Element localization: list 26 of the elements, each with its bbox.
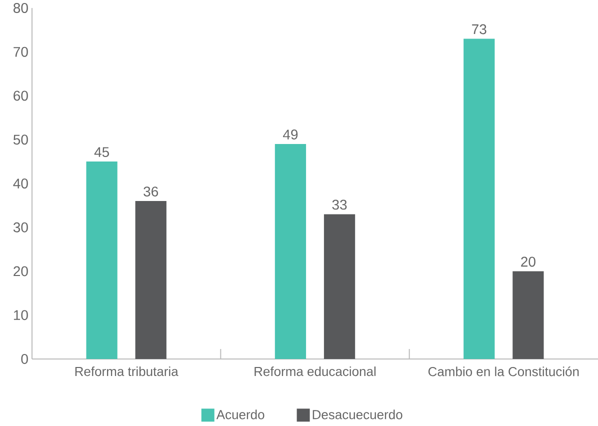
- data-label: 33: [332, 200, 347, 210]
- data-label: 20: [521, 256, 536, 267]
- y-tick-label: 20: [14, 266, 28, 276]
- data-label: 36: [144, 186, 158, 197]
- y-tick-label: 70: [14, 46, 28, 57]
- bar: [86, 162, 118, 359]
- data-label: 73: [472, 24, 486, 34]
- y-tick-label: 50: [13, 134, 28, 145]
- data-label: 49: [283, 130, 298, 140]
- y-tick-label: 80: [14, 3, 28, 13]
- x-tick-label: Reforma tributaria: [75, 366, 178, 376]
- legend-label: Desacuecuerdo: [312, 410, 402, 420]
- bar: [324, 214, 356, 359]
- bar: [274, 144, 306, 359]
- y-tick-label: 0: [21, 354, 28, 364]
- legend-label: Acuerdo: [216, 410, 264, 420]
- y-tick-label: 60: [14, 90, 28, 101]
- y-tick-label: 40: [13, 178, 28, 188]
- x-tick-label: Cambio en la Constitución: [428, 366, 579, 376]
- data-label: 45: [94, 147, 110, 158]
- y-tick-label: 30: [13, 222, 28, 232]
- bar: [135, 201, 166, 359]
- x-tick-label: Reforma educacional: [254, 366, 376, 376]
- bar: [464, 38, 495, 359]
- y-tick-label: 10: [14, 310, 28, 320]
- bar: [512, 271, 544, 359]
